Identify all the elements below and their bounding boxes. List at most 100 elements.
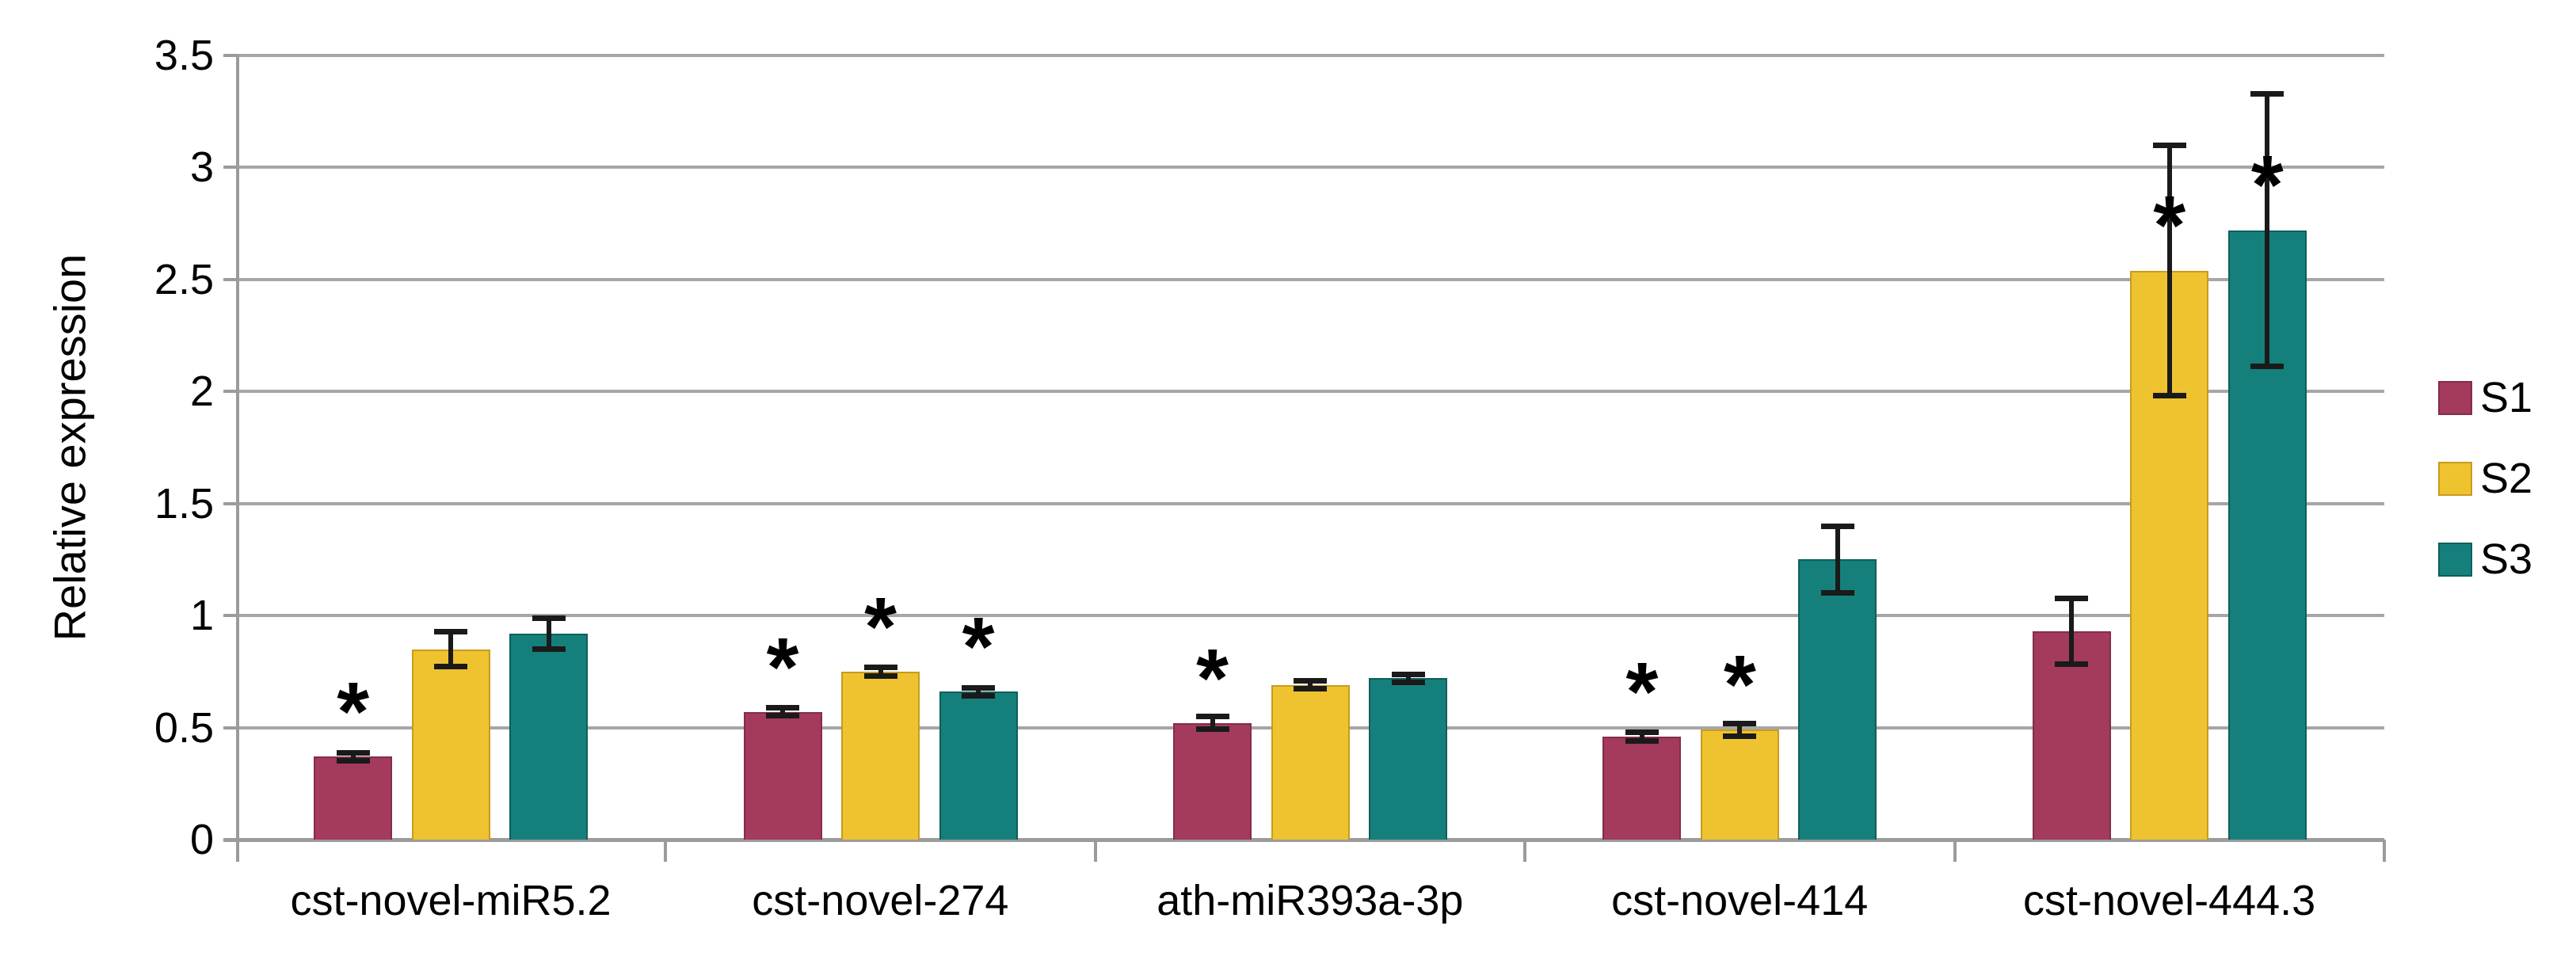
error-bar-cap-bottom — [2152, 392, 2186, 398]
significance-asterisk: * — [2153, 179, 2186, 272]
significance-asterisk: * — [2250, 139, 2284, 232]
category-label: cst-novel-274 — [752, 877, 1009, 924]
error-bar-cap-top — [434, 628, 468, 634]
significance-asterisk: * — [766, 620, 799, 714]
bar-s2-cst-novel-miR5.2 — [411, 649, 490, 840]
error-bar-cap-bottom — [766, 713, 800, 719]
y-tick — [223, 390, 236, 394]
y-tick-label: 1.5 — [154, 479, 214, 528]
error-bar-cap-top — [532, 615, 566, 621]
category-label: cst-novel-414 — [1611, 877, 1869, 924]
legend: S1 S2 S3 — [2438, 376, 2533, 623]
error-bar-cap-bottom — [863, 672, 897, 679]
x-tick — [664, 840, 668, 862]
error-bar-line — [1639, 732, 1644, 741]
error-bar-cap-top — [1195, 714, 1229, 720]
category-label: cst-novel-miR5.2 — [290, 877, 612, 924]
y-axis-line — [236, 54, 239, 862]
x-axis-line — [223, 838, 2384, 842]
error-bar-line — [448, 630, 454, 668]
y-tick — [223, 614, 236, 618]
bar-s2-cst-novel-274 — [841, 671, 920, 840]
error-bar-cap-bottom — [1195, 726, 1229, 733]
x-tick — [2383, 840, 2386, 862]
significance-asterisk: * — [962, 600, 995, 694]
legend-swatch-s1 — [2438, 380, 2472, 415]
gridline — [236, 277, 2384, 281]
error-bar-cap-bottom — [1625, 737, 1659, 744]
gridline — [236, 166, 2384, 170]
error-bar-cap-bottom — [962, 692, 996, 699]
error-bar-cap-top — [2055, 595, 2089, 601]
x-tick — [1093, 840, 1097, 862]
gridline — [236, 390, 2384, 394]
significance-asterisk: * — [864, 580, 897, 673]
error-bar-cap-top — [1723, 720, 1757, 726]
y-tick-label: 0 — [189, 816, 214, 863]
legend-swatch-s3 — [2438, 542, 2472, 577]
y-tick — [223, 501, 236, 505]
y-tick-label: 2 — [189, 368, 214, 416]
bar-s2-ath-miR393a-3p — [1271, 684, 1350, 840]
error-bar-line — [2069, 597, 2075, 665]
legend-item-s3: S3 — [2438, 535, 2533, 583]
significance-asterisk: * — [1625, 645, 1659, 738]
bar-s2-cst-novel-414 — [1700, 730, 1779, 840]
error-bar-cap-top — [1294, 678, 1327, 684]
legend-item-s2: S2 — [2438, 457, 2532, 500]
bar-s3-cst-novel-414 — [1798, 559, 1877, 840]
x-tick — [1953, 840, 1957, 862]
error-bar-cap-bottom — [1723, 733, 1757, 739]
significance-asterisk: * — [1196, 631, 1229, 725]
error-bar-cap-top — [962, 684, 996, 691]
error-bar-cap-bottom — [434, 664, 468, 670]
category-label: ath-miR393a-3p — [1157, 877, 1464, 924]
error-bar-cap-bottom — [336, 758, 370, 764]
y-tick — [223, 166, 236, 170]
significance-asterisk: * — [337, 665, 370, 759]
error-bar-cap-top — [2250, 91, 2284, 97]
error-bar-line — [780, 707, 786, 717]
error-bar-cap-bottom — [2250, 364, 2284, 370]
error-bar-line — [878, 667, 883, 676]
error-bar-cap-top — [2152, 143, 2186, 149]
error-bar-line — [1835, 526, 1840, 593]
error-bar-line — [1737, 722, 1743, 737]
error-bar-cap-top — [336, 749, 370, 756]
y-tick — [223, 726, 236, 730]
error-bar-cap-top — [1820, 524, 1854, 529]
significance-asterisk: * — [1723, 638, 1756, 732]
error-bar-line — [1308, 680, 1313, 690]
error-bar-cap-top — [766, 705, 800, 711]
error-bar-cap-top — [863, 665, 897, 671]
error-bar-cap-bottom — [2055, 661, 2089, 668]
y-tick — [223, 277, 236, 281]
bar-s3-cst-novel-274 — [939, 691, 1018, 840]
error-bar-cap-bottom — [1820, 589, 1854, 596]
error-bar-cap-bottom — [1294, 686, 1327, 692]
bar-s1-ath-miR393a-3p — [1173, 722, 1252, 840]
gridline — [236, 54, 2384, 57]
error-bar-line — [546, 617, 551, 650]
legend-item-s1: S1 — [2438, 376, 2532, 419]
legend-label-s3: S3 — [2480, 535, 2533, 583]
error-bar-line — [1405, 673, 1411, 683]
error-bar-cap-bottom — [1391, 680, 1425, 685]
y-tick-label: 2.5 — [154, 255, 214, 303]
gridline — [236, 501, 2384, 505]
y-tick-label: 0.5 — [154, 703, 214, 752]
error-bar-line — [976, 687, 981, 696]
error-bar-line — [2166, 145, 2172, 396]
y-tick-label: 3 — [189, 143, 214, 192]
x-tick — [1523, 840, 1527, 862]
error-bar-cap-bottom — [532, 646, 566, 652]
gridline — [236, 614, 2384, 618]
y-axis-title: Relative expression — [44, 253, 95, 642]
category-label: cst-novel-444.3 — [2022, 877, 2316, 924]
bar-s1-cst-novel-414 — [1602, 736, 1682, 840]
bar-s1-cst-novel-miR5.2 — [314, 756, 393, 840]
error-bar-cap-top — [1625, 730, 1659, 736]
error-bar-line — [350, 752, 356, 761]
error-bar-line — [1210, 716, 1215, 730]
